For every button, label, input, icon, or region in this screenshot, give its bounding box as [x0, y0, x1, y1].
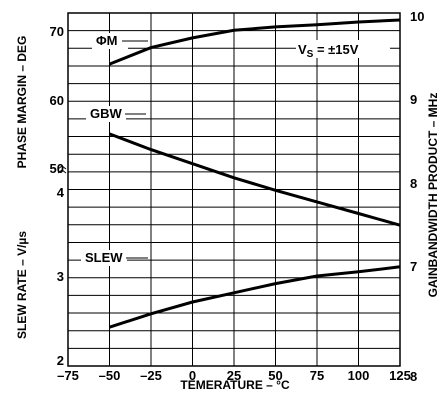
series-label: GBW [90, 106, 123, 121]
left-tick-label-phase: 60 [50, 93, 64, 108]
series-line-gbw [108, 132, 401, 227]
x-tick-label: 125 [389, 368, 411, 383]
grid [68, 13, 400, 366]
right-tick-labels: 10 9 8 7 8 [410, 9, 424, 384]
left-tick-label-slew: 4 [57, 185, 65, 200]
axis-break-mark [57, 165, 67, 174]
left-tick-label-slew: 3 [57, 269, 64, 284]
x-tick-label: 100 [348, 368, 370, 383]
series-label: SLEW [85, 250, 123, 265]
curves [108, 18, 401, 329]
vs-annotation-background [296, 40, 390, 58]
right-tick-label: 8 [410, 369, 417, 384]
right-tick-label: 9 [410, 92, 417, 107]
series-label-background [86, 106, 126, 122]
x-tick-label: –25 [140, 368, 162, 383]
x-tick-label: 0 [189, 368, 196, 383]
left-tick-label-phase: 50 [50, 161, 64, 176]
series-line-m [108, 18, 401, 66]
series-labels: ΦM GBW SLEW [81, 33, 148, 266]
left-tick-label-phase: 70 [50, 24, 64, 39]
left-tick-label-slew: 2 [57, 353, 64, 368]
x-tick-label: 25 [227, 368, 241, 383]
x-tick-label: –75 [57, 368, 79, 383]
y-axis-title-slew-rate: SLEW RATE – V/µs [15, 231, 29, 339]
plot-frame [67, 12, 401, 367]
x-tick-label: –50 [99, 368, 121, 383]
y-axis-title-gainbandwidth: GAINBANDWIDTH PRODUCT – MHz [426, 93, 440, 298]
x-tick-label: 50 [268, 368, 282, 383]
y-axis-title-phase-margin: PHASE MARGIN – DEG [15, 36, 29, 169]
x-tick-labels: –75 –50 –25 0 25 50 75 100 125 [57, 368, 411, 383]
left-tick-labels: 70 60 50 4 3 2 [50, 24, 65, 368]
x-axis-title: TEMERATURE – °C [180, 378, 290, 392]
series-label-background [81, 250, 127, 266]
series-line-slew [109, 265, 401, 329]
x-tick-label: 75 [310, 368, 324, 383]
series-label-background [92, 33, 128, 49]
right-tick-label: 7 [410, 259, 417, 274]
right-tick-label: 8 [410, 176, 417, 191]
right-tick-label: 10 [410, 9, 424, 24]
vs-annotation: VS = ±15V [298, 42, 359, 60]
series-label: ΦM [96, 33, 118, 48]
